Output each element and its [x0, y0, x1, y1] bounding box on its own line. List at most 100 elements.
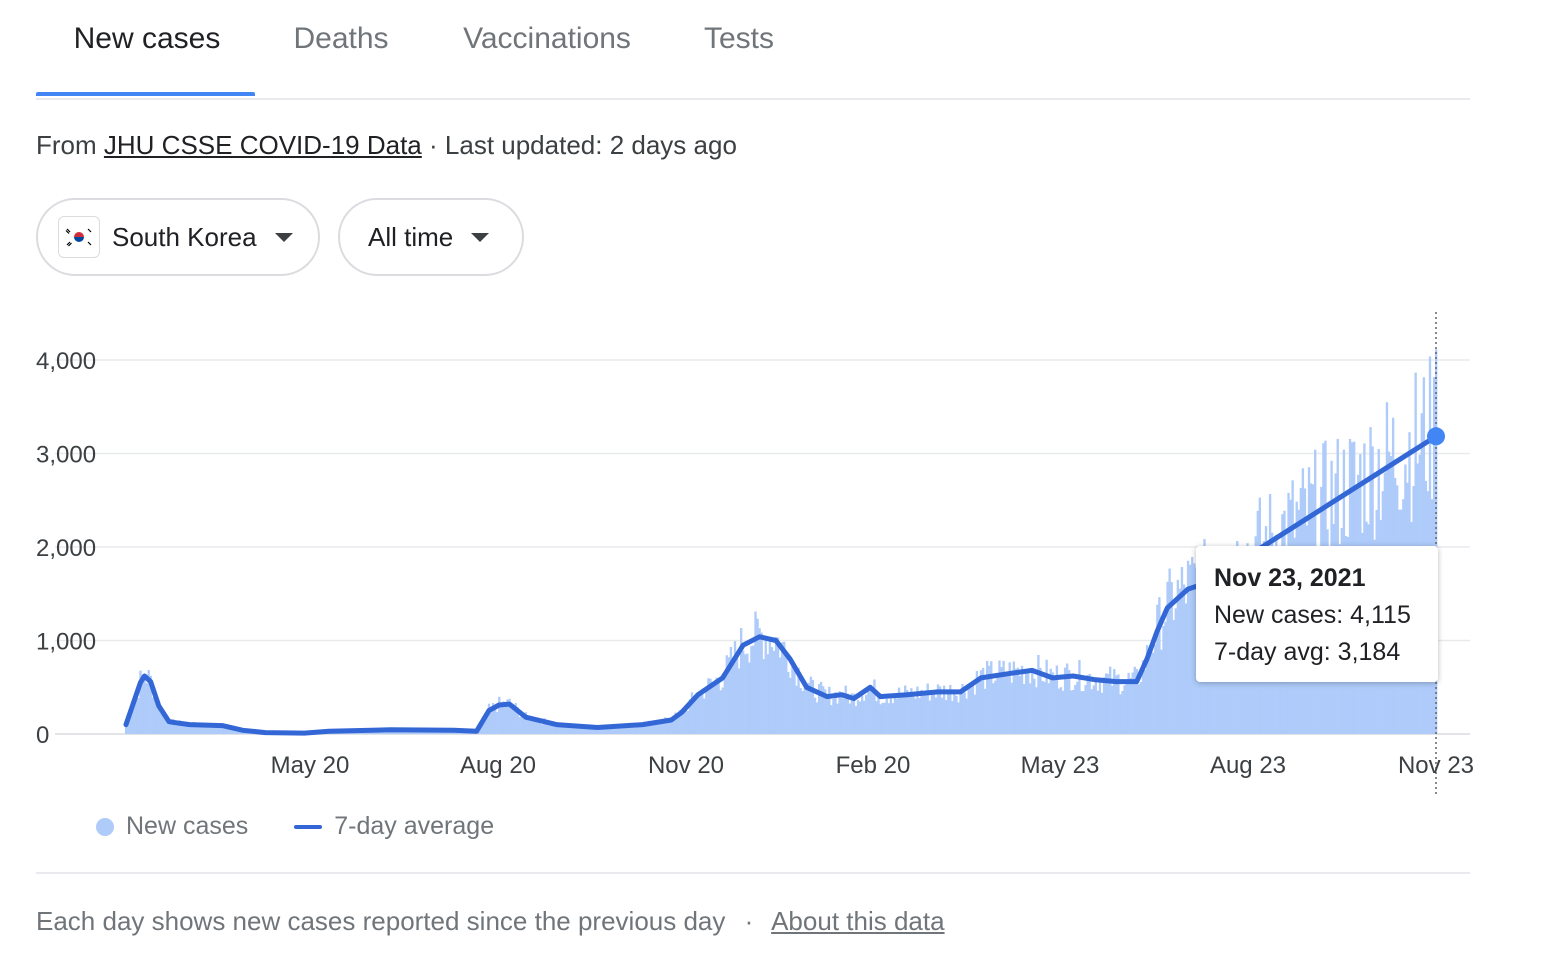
daily-case-bar — [955, 695, 958, 734]
daily-case-bar — [563, 724, 567, 734]
daily-case-bar — [936, 684, 940, 734]
daily-case-bar — [828, 686, 831, 734]
daily-case-bar — [891, 703, 895, 734]
daily-case-bar — [1152, 652, 1155, 734]
daily-case-bar — [785, 652, 788, 734]
daily-case-bar — [922, 693, 925, 734]
daily-case-bar — [528, 720, 532, 734]
daily-case-bar — [575, 724, 579, 734]
daily-case-bar — [1156, 604, 1159, 734]
daily-case-bar — [986, 660, 989, 734]
daily-case-bar — [731, 661, 735, 734]
country-selector[interactable]: South Korea — [36, 198, 320, 276]
daily-case-bar — [795, 685, 798, 734]
daily-case-bar — [1129, 677, 1132, 734]
daily-case-bar — [1063, 667, 1067, 734]
daily-case-bar — [541, 724, 544, 734]
y-tick-label: 2,000 — [36, 535, 96, 562]
daily-case-bar — [651, 723, 655, 734]
daily-case-bar — [803, 687, 806, 734]
daily-case-bar — [1145, 645, 1149, 734]
daily-case-bar — [994, 680, 997, 734]
source-link[interactable]: JHU CSSE COVID-19 Data — [103, 130, 422, 160]
daily-case-bar — [945, 700, 948, 734]
daily-case-bar — [508, 698, 511, 734]
daily-case-bar — [863, 700, 866, 734]
daily-case-bar — [906, 690, 909, 734]
x-tick-label: Feb 20 — [836, 752, 911, 779]
daily-case-bar — [481, 718, 485, 734]
tab-tests-label: Tests — [703, 22, 775, 55]
daily-case-bar — [733, 641, 737, 734]
about-data-link[interactable]: About this data — [771, 906, 945, 936]
daily-case-bar — [534, 721, 538, 734]
daily-case-bar — [221, 726, 224, 734]
daily-case-bar — [990, 661, 993, 734]
daily-case-bar — [219, 725, 222, 734]
tab-tests[interactable]: Tests — [684, 22, 794, 94]
daily-case-bar — [223, 725, 226, 734]
daily-case-bar — [660, 719, 663, 734]
time-range-selector[interactable]: All time — [338, 198, 524, 276]
daily-case-bar — [217, 723, 220, 734]
x-tick-label: May 20 — [271, 752, 350, 779]
daily-case-bar — [1137, 684, 1141, 734]
daily-case-bar — [735, 655, 739, 734]
daily-case-bar — [879, 704, 882, 734]
daily-case-bar — [889, 698, 893, 734]
tab-new-cases[interactable]: New cases — [52, 22, 242, 94]
daily-case-bar — [1182, 584, 1186, 734]
daily-case-bar — [1158, 597, 1161, 734]
daily-case-bar — [1022, 684, 1026, 734]
x-tick-label: Nov 20 — [648, 752, 724, 779]
daily-case-bar — [129, 716, 132, 734]
daily-case-bar — [510, 704, 513, 734]
daily-case-bar — [124, 724, 128, 734]
daily-case-bar — [553, 723, 556, 734]
daily-case-bar — [799, 687, 802, 734]
daily-case-bar — [1045, 659, 1048, 734]
daily-case-bar — [637, 726, 640, 734]
daily-case-bar — [774, 637, 778, 734]
tab-new-cases-label: New cases — [73, 22, 221, 55]
daily-case-bar — [496, 711, 499, 734]
last-updated: · Last updated: 2 days ago — [429, 130, 737, 160]
tooltip-avg: 7-day avg: 3,184 — [1214, 638, 1401, 666]
y-tick-label: 3,000 — [36, 442, 96, 469]
daily-case-bar — [1428, 356, 1432, 734]
daily-case-bar — [762, 658, 765, 734]
daily-case-bar — [707, 678, 710, 734]
daily-case-bar — [633, 723, 636, 734]
daily-case-bar — [1061, 690, 1065, 734]
country-label: South Korea — [112, 221, 257, 252]
daily-case-bar — [1150, 651, 1153, 734]
daily-case-bar — [971, 680, 975, 734]
daily-case-bar — [514, 703, 517, 734]
daily-case-bar — [975, 670, 979, 734]
daily-case-bar — [539, 721, 542, 734]
tab-deaths[interactable]: Deaths — [272, 22, 410, 94]
daily-case-bar — [756, 618, 759, 734]
daily-case-bar — [1176, 579, 1180, 734]
daily-case-bar — [1018, 675, 1022, 734]
daily-case-bar — [522, 715, 526, 734]
daily-case-bar — [206, 725, 210, 734]
daily-case-bar — [555, 725, 558, 734]
daily-case-bar — [608, 726, 612, 734]
daily-case-bar — [159, 713, 163, 734]
daily-case-bar — [789, 677, 792, 734]
daily-case-bar — [639, 723, 642, 734]
daily-case-bar — [487, 703, 491, 734]
daily-case-bar — [569, 726, 573, 734]
tab-vaccinations[interactable]: Vaccinations — [440, 22, 654, 94]
daily-case-bar — [869, 685, 872, 734]
source-line: From JHU CSSE COVID-19 Data · Last updat… — [36, 130, 737, 161]
daily-case-bar — [543, 718, 546, 734]
x-tick-label: Aug 20 — [460, 752, 536, 779]
daily-case-bar — [801, 691, 804, 734]
legend-average-label: 7-day average — [334, 812, 495, 840]
daily-case-bar — [662, 720, 665, 734]
daily-case-bar — [1078, 660, 1081, 734]
daily-case-bar — [873, 679, 876, 734]
chart-tooltip: Nov 23, 2021 New cases: 4,115 7-day avg:… — [1196, 546, 1438, 682]
